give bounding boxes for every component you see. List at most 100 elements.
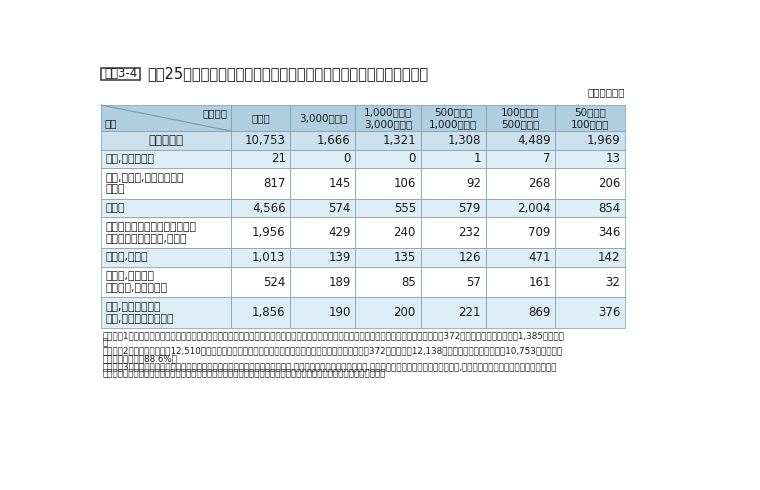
Bar — [290, 297, 356, 328]
Text: 161: 161 — [528, 275, 551, 289]
Bar — [101, 297, 231, 328]
Text: 376: 376 — [598, 306, 620, 319]
Text: 869: 869 — [528, 306, 551, 319]
Text: 類されるものを除く）及びサービス業（他に分類されないもの）（宗教及び外国公務に分類されるものを除く）である。: 類されるものを除く）及びサービス業（他に分類されないもの）（宗教及び外国公務に分… — [103, 369, 386, 378]
Bar — [101, 267, 231, 297]
Text: 139: 139 — [328, 251, 351, 264]
Bar — [101, 248, 231, 267]
Text: 教育,学習支援業、
医療,福祉、サービス業: 教育,学習支援業、 医療,福祉、サービス業 — [105, 302, 173, 324]
Text: 2,004: 2,004 — [518, 202, 551, 215]
Bar — [290, 248, 356, 267]
Text: 854: 854 — [598, 202, 620, 215]
Text: 145: 145 — [328, 177, 351, 190]
Text: 調査完了率）は、88.6%。: 調査完了率）は、88.6%。 — [103, 354, 178, 363]
Bar — [420, 248, 486, 267]
Text: 579: 579 — [458, 202, 481, 215]
Text: 7: 7 — [543, 152, 551, 166]
Text: （注）　1　上記調査事業所のほか、企業規模、事業所規模が調査対象となる規模を下回っていたため調査対象外であることが判明した事業所が372所、調査不能の事業所が1: （注） 1 上記調査事業所のほか、企業規模、事業所規模が調査対象となる規模を下回… — [103, 331, 565, 341]
Text: 0: 0 — [408, 152, 416, 166]
Bar — [420, 105, 486, 131]
Text: 574: 574 — [328, 202, 351, 215]
Bar — [356, 297, 420, 328]
Bar — [420, 267, 486, 297]
Bar — [556, 168, 625, 199]
Bar — [486, 218, 556, 248]
Text: 135: 135 — [394, 251, 416, 264]
Text: 100人以上
500人未満: 100人以上 500人未満 — [502, 107, 540, 129]
Bar — [556, 199, 625, 218]
Bar — [231, 199, 290, 218]
Text: 0: 0 — [344, 152, 351, 166]
Text: 524: 524 — [263, 275, 286, 289]
Text: 126: 126 — [458, 251, 481, 264]
Bar — [356, 131, 420, 149]
Text: 240: 240 — [394, 226, 416, 239]
Text: 1,321: 1,321 — [382, 134, 416, 147]
Text: 13: 13 — [606, 152, 620, 166]
Bar — [556, 297, 625, 328]
Text: 産　業　計: 産 業 計 — [149, 134, 184, 147]
Bar — [356, 199, 420, 218]
Text: 平成25年職種別民間給与実態調査の産業別、企業規模別調査事業所数: 平成25年職種別民間給与実態調査の産業別、企業規模別調査事業所数 — [147, 66, 429, 81]
Bar — [486, 199, 556, 218]
Bar — [486, 131, 556, 149]
Text: 817: 817 — [263, 177, 286, 190]
Bar — [420, 297, 486, 328]
Bar — [556, 218, 625, 248]
Bar — [420, 218, 486, 248]
Bar — [290, 199, 356, 218]
Text: 1: 1 — [473, 152, 481, 166]
Bar — [556, 105, 625, 131]
Bar — [486, 297, 556, 328]
Text: 1,308: 1,308 — [448, 134, 481, 147]
Text: 709: 709 — [528, 226, 551, 239]
Text: （単位：所）: （単位：所） — [587, 87, 625, 98]
Bar — [231, 218, 290, 248]
Text: 500人以上
1,000人未満: 500人以上 1,000人未満 — [429, 107, 477, 129]
Text: 429: 429 — [328, 226, 351, 239]
Bar — [356, 105, 420, 131]
Bar — [290, 168, 356, 199]
Text: 企業規模: 企業規模 — [202, 108, 227, 118]
Text: 1,856: 1,856 — [252, 306, 286, 319]
Text: 206: 206 — [598, 177, 620, 190]
Text: 232: 232 — [458, 226, 481, 239]
Bar — [290, 105, 356, 131]
Bar — [420, 149, 486, 168]
Text: 268: 268 — [528, 177, 551, 190]
Text: 1,013: 1,013 — [252, 251, 286, 264]
Bar — [486, 105, 556, 131]
Bar — [290, 218, 356, 248]
Text: 1,969: 1,969 — [587, 134, 620, 147]
Text: 50人以上
100人未満: 50人以上 100人未満 — [571, 107, 610, 129]
Bar — [231, 131, 290, 149]
Text: 農業,林業、漁業: 農業,林業、漁業 — [105, 154, 154, 164]
Text: 32: 32 — [606, 275, 620, 289]
Text: 金融業,保険業、
不動産業,物品賃貸業: 金融業,保険業、 不動産業,物品賃貸業 — [105, 271, 167, 293]
Bar — [486, 149, 556, 168]
Bar — [486, 168, 556, 199]
Text: 規模計: 規模計 — [252, 113, 271, 123]
Bar — [356, 248, 420, 267]
Bar — [231, 248, 290, 267]
Bar — [420, 199, 486, 218]
Bar — [231, 267, 290, 297]
Bar — [101, 131, 231, 149]
Bar — [231, 168, 290, 199]
Bar — [101, 168, 231, 199]
Text: 3,000人以上: 3,000人以上 — [299, 113, 347, 123]
Bar — [290, 267, 356, 297]
Text: 221: 221 — [458, 306, 481, 319]
Text: 106: 106 — [394, 177, 416, 190]
Bar — [231, 149, 290, 168]
Text: 資料3-4: 資料3-4 — [104, 67, 138, 80]
Bar — [486, 267, 556, 297]
Text: 471: 471 — [528, 251, 551, 264]
Text: 555: 555 — [394, 202, 416, 215]
Bar — [290, 149, 356, 168]
Text: 鉱業,採石業,砂利採取業、
建設業: 鉱業,採石業,砂利採取業、 建設業 — [105, 173, 184, 195]
Bar — [231, 105, 290, 131]
Text: 189: 189 — [328, 275, 351, 289]
Text: 10,753: 10,753 — [245, 134, 286, 147]
Text: 21: 21 — [271, 152, 286, 166]
